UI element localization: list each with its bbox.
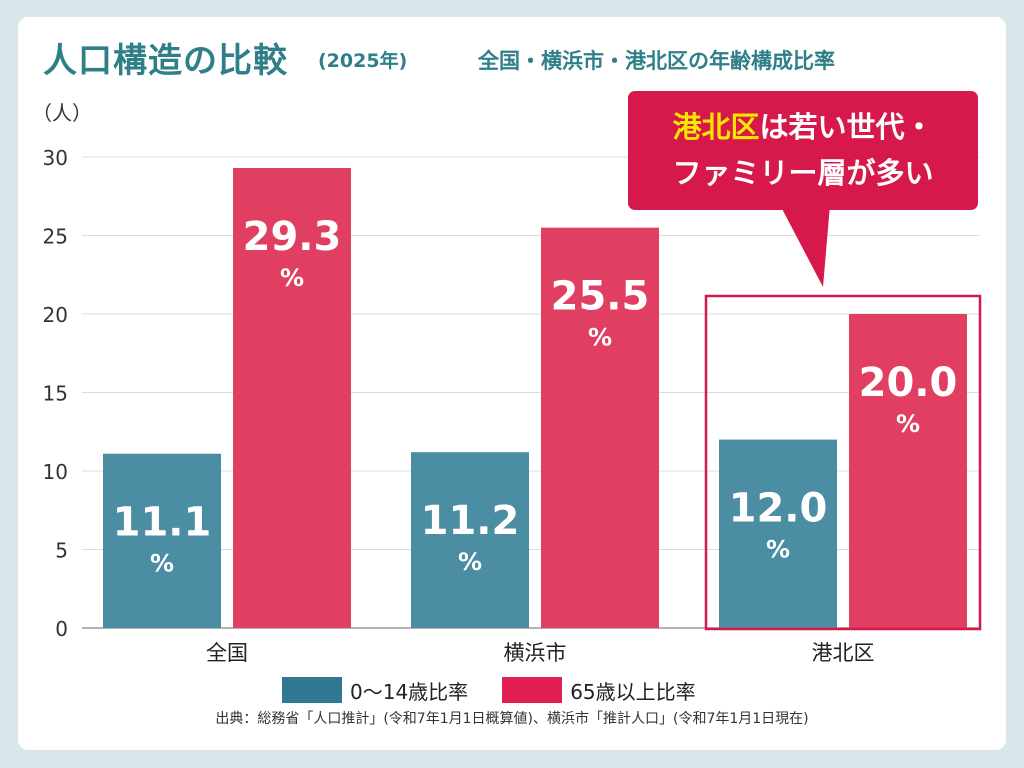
callout-box: 港北区は若い世代・ ファミリー層が多い — [628, 91, 978, 210]
y-tick-label: 5 — [55, 539, 68, 563]
chart-subtitle: 全国・横浜市・港北区の年齢構成比率 — [478, 49, 835, 73]
bar-young-1 — [411, 452, 529, 628]
bar-senior-0 — [233, 167, 351, 629]
y-tick-label: 25 — [43, 225, 68, 249]
data-label: 25.5 — [551, 274, 650, 320]
data-label-unit: % — [766, 536, 790, 564]
y-tick-label: 10 — [43, 460, 68, 484]
chart-legend: 0〜14歳比率 65歳以上比率 — [282, 676, 730, 704]
bar-young-2 — [719, 439, 837, 628]
y-tick-label: 15 — [43, 382, 68, 406]
legend-label-senior: 65歳以上比率 — [570, 679, 696, 704]
legend-swatch-senior — [502, 677, 563, 703]
callout-pointer — [780, 205, 830, 287]
data-label: 11.2 — [421, 498, 520, 544]
data-label: 29.3 — [243, 214, 342, 260]
y-axis-label: （人） — [32, 101, 92, 125]
y-tick-label: 20 — [43, 303, 68, 327]
title-year: (2025年) — [318, 50, 408, 72]
data-label: 11.1 — [113, 500, 212, 546]
x-tick-label: 横浜市 — [504, 641, 567, 665]
callout-line-2: ファミリー層が多い — [672, 156, 934, 190]
legend-item-young: 0〜14歳比率 — [282, 676, 468, 705]
x-tick-label: 港北区 — [812, 641, 875, 665]
legend-label-young: 0〜14歳比率 — [350, 679, 469, 704]
data-label-unit: % — [150, 550, 174, 578]
x-tick-label: 全国 — [206, 641, 248, 665]
bar-senior-1 — [541, 227, 659, 628]
data-label: 20.0 — [859, 360, 958, 406]
data-label-unit: % — [458, 548, 482, 576]
bar-young-0 — [103, 453, 221, 628]
legend-item-senior: 65歳以上比率 — [502, 676, 696, 705]
highlight-frame — [704, 294, 982, 631]
callout-line-1-text: は若い世代・ — [759, 110, 934, 144]
y-tick-label: 0 — [55, 617, 68, 641]
callout-highlight: 港北区 — [672, 110, 760, 144]
bar-senior-2 — [849, 314, 967, 628]
page-title: 人口構造の比較 — [43, 41, 288, 81]
source-note: 出典：総務省「人口推計」(令和7年1月1日概算値)、横浜市「推計人口」(令和7年… — [215, 711, 809, 727]
callout-line-1: 港北区は若い世代・ — [628, 104, 978, 150]
data-label: 12.0 — [729, 486, 828, 532]
data-label-unit: % — [280, 264, 304, 292]
data-label-unit: % — [588, 324, 612, 352]
data-label-unit: % — [896, 410, 920, 438]
y-tick-label: 30 — [43, 146, 68, 170]
legend-swatch-young — [282, 677, 342, 703]
